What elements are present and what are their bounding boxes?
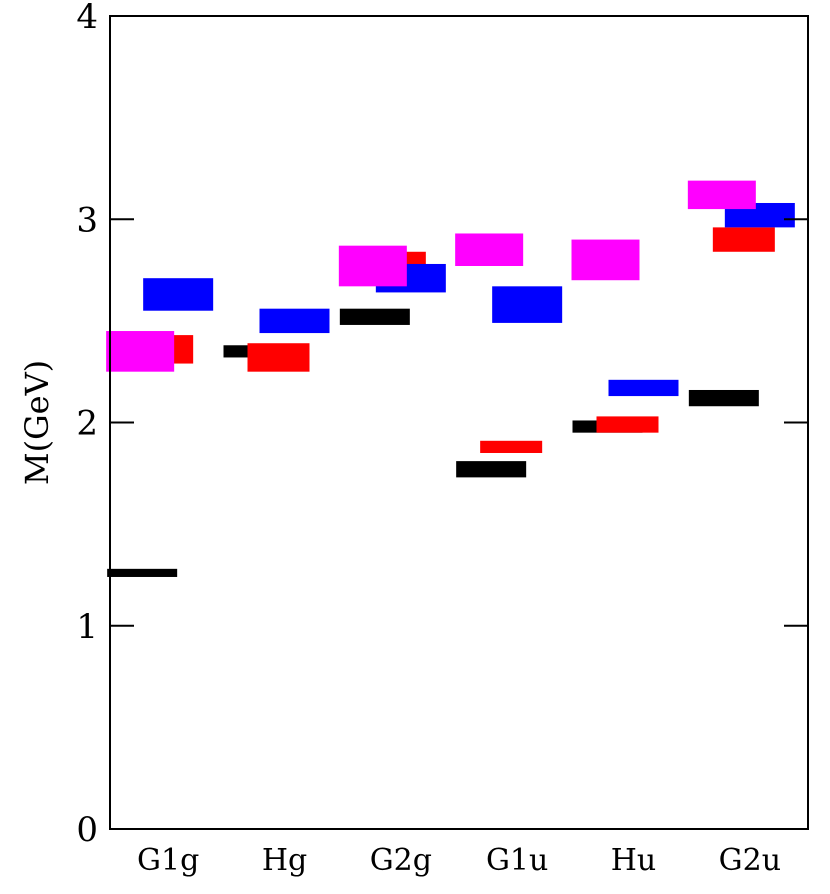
y-tick-label: 2 [76,404,98,444]
level-band-black [107,568,178,577]
level-band-blue [608,379,679,397]
level-band-black [688,389,759,407]
y-tick-label: 3 [76,200,98,240]
x-tick-label: Hg [262,843,307,878]
level-marks [106,180,795,577]
level-band-black [456,461,527,478]
level-band-magenta [571,239,640,281]
level-band-magenta [455,233,524,266]
y-axis-title: M(GeV) [18,360,56,485]
plot-border [109,15,809,830]
x-tick-label: G2u [719,843,781,878]
plot-frame [109,15,809,830]
x-tick-label: G1g [137,843,199,878]
level-band-blue [143,278,214,311]
y-tick-label: 4 [76,0,98,37]
level-band-blue [492,286,563,323]
level-band-red [247,343,310,372]
y-tick-label: 0 [76,810,98,850]
level-band-magenta [338,245,407,287]
x-tick-label: G2g [370,843,432,878]
level-band-red [596,416,659,433]
level-band-black [339,308,410,325]
level-band-magenta [687,180,756,210]
x-tick-label: Hu [611,843,656,878]
level-band-red [712,227,775,252]
x-axis: G1g Hg G2g G1u Hu G2u [137,843,781,878]
level-band-blue [259,308,330,334]
y-tick-label: 1 [76,607,98,647]
x-tick-label: G1u [486,843,548,878]
y-axis: 0 1 2 3 4 [76,0,808,850]
level-band-magenta [106,331,175,372]
level-band-red [480,440,543,453]
